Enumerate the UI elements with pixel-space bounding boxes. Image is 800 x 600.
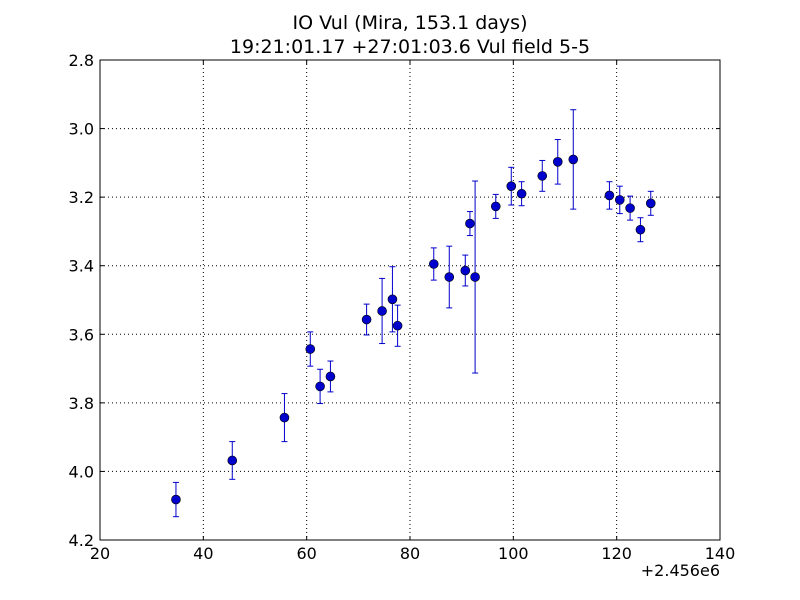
data-marker [377,306,387,316]
y-tick-label: 3.8 [69,394,94,413]
x-tick-label: 140 [705,544,736,563]
data-point [537,159,548,192]
x-tick-label: 20 [90,544,110,563]
data-point [635,217,646,243]
data-marker [305,344,316,354]
data-point [625,195,635,221]
data-marker [625,203,635,213]
y-tick-label: 3.0 [69,120,94,139]
data-marker [460,265,471,276]
axis-ticks: 20 40 60 80 100 120 140 2.8 3.0 3.2 3.4 3.6 3.8 4.0 4.… [69,51,736,563]
data-point [614,185,625,215]
data-marker [279,412,290,423]
data-series [171,109,656,518]
data-marker [568,154,579,165]
y-tick-label: 4.2 [69,531,94,550]
x-tick-label: 80 [400,544,420,563]
data-point [645,190,656,216]
data-marker [325,371,336,382]
data-marker [537,171,548,181]
x-tick-label: 100 [498,544,529,563]
data-marker [490,201,501,212]
y-tick-label: 3.4 [69,257,94,276]
data-point [552,139,563,185]
y-tick-label: 4.0 [69,462,94,481]
y-tick-label: 2.8 [69,51,94,70]
x-tick-label: 120 [601,544,632,563]
x-tick-label: 60 [296,544,316,563]
data-marker [171,494,181,505]
data-marker [552,157,563,167]
data-point [361,303,372,336]
data-point [568,109,579,210]
data-marker [227,455,238,466]
data-point [227,441,238,480]
data-point [171,481,181,518]
data-marker [506,181,517,191]
data-point [377,277,387,345]
data-marker [315,381,325,392]
data-marker [428,259,439,269]
data-marker [604,190,615,201]
data-point [470,180,480,374]
x-tick-label: 40 [193,544,213,563]
data-marker [465,218,475,229]
data-point [465,211,475,237]
data-marker [392,320,403,331]
data-marker [645,198,656,209]
data-marker [444,272,455,282]
data-point [460,254,471,287]
data-point [279,393,290,443]
data-marker [614,195,625,205]
chart-title-line2: 19:21:01.17 +27:01:03.6 Vul field 5-5 [230,36,590,58]
chart-title-line1: IO Vul (Mira, 153.1 days) [293,12,528,34]
data-point [325,360,336,393]
data-marker [361,314,372,325]
y-tick-label: 3.2 [69,188,94,207]
data-point [516,181,527,207]
data-marker [387,294,398,305]
x-offset-label: +2.456e6 [641,561,720,580]
data-point [392,304,403,347]
y-tick-label: 3.6 [69,325,94,344]
data-point [506,166,517,206]
data-marker [635,224,646,235]
data-point [428,247,439,281]
data-point [604,181,615,210]
data-point [305,331,316,367]
data-point [490,193,501,219]
data-point [315,368,325,405]
data-point [387,266,398,333]
data-marker [470,272,480,282]
data-marker [516,188,527,199]
data-point [444,245,455,309]
